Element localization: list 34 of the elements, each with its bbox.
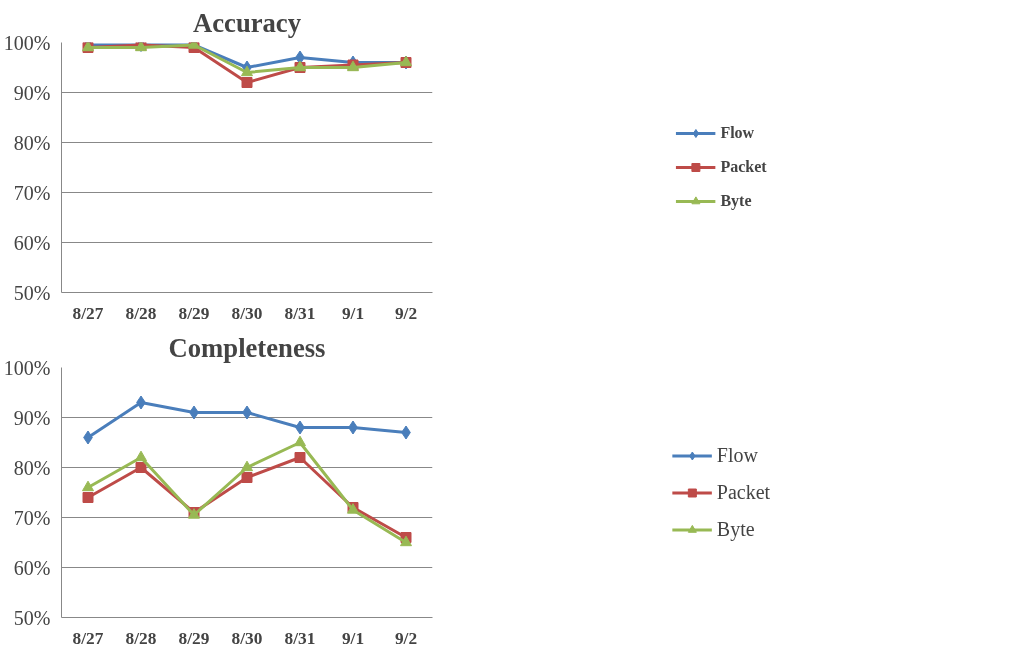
y-tick-label: 70% [13, 181, 51, 204]
y-tick-label: 100% [3, 31, 51, 54]
y-tick-label: 80% [13, 456, 51, 479]
y-tick-label: 70% [13, 506, 51, 529]
y-tick-label: 90% [13, 81, 51, 104]
x-tick-label: 8/28 [125, 628, 157, 648]
x-tick-label: 8/28 [125, 303, 157, 323]
legend-label: Byte [716, 517, 755, 541]
x-tick-label: 8/30 [231, 303, 263, 323]
legend-label: Byte [720, 192, 752, 210]
x-tick-label: 8/27 [72, 628, 104, 648]
legend-label: Packet [716, 480, 771, 504]
y-tick-label: 50% [13, 606, 51, 629]
x-tick-label: 8/29 [178, 303, 210, 323]
legend-label: Packet [720, 158, 767, 176]
x-tick-label: 8/29 [178, 628, 210, 648]
y-tick-label: 80% [13, 131, 51, 154]
y-tick-label: 90% [13, 406, 51, 429]
chart-title: Completeness [168, 332, 326, 363]
y-tick-label: 60% [13, 556, 51, 579]
x-tick-label: 8/27 [72, 303, 104, 323]
y-tick-label: 50% [13, 281, 51, 304]
y-tick-label: 60% [13, 231, 51, 254]
x-tick-label: 8/31 [284, 303, 316, 323]
y-tick-label: 100% [3, 356, 51, 379]
x-tick-label: 9/1 [341, 628, 365, 648]
legend-label: Flow [716, 443, 758, 467]
x-tick-label: 9/1 [341, 303, 365, 323]
legend-label: Flow [720, 124, 755, 142]
x-tick-label: 8/31 [284, 628, 316, 648]
x-tick-label: 9/2 [394, 303, 418, 323]
x-tick-label: 8/30 [231, 628, 263, 648]
x-tick-label: 9/2 [394, 628, 418, 648]
chart-title: Accuracy [192, 7, 302, 38]
